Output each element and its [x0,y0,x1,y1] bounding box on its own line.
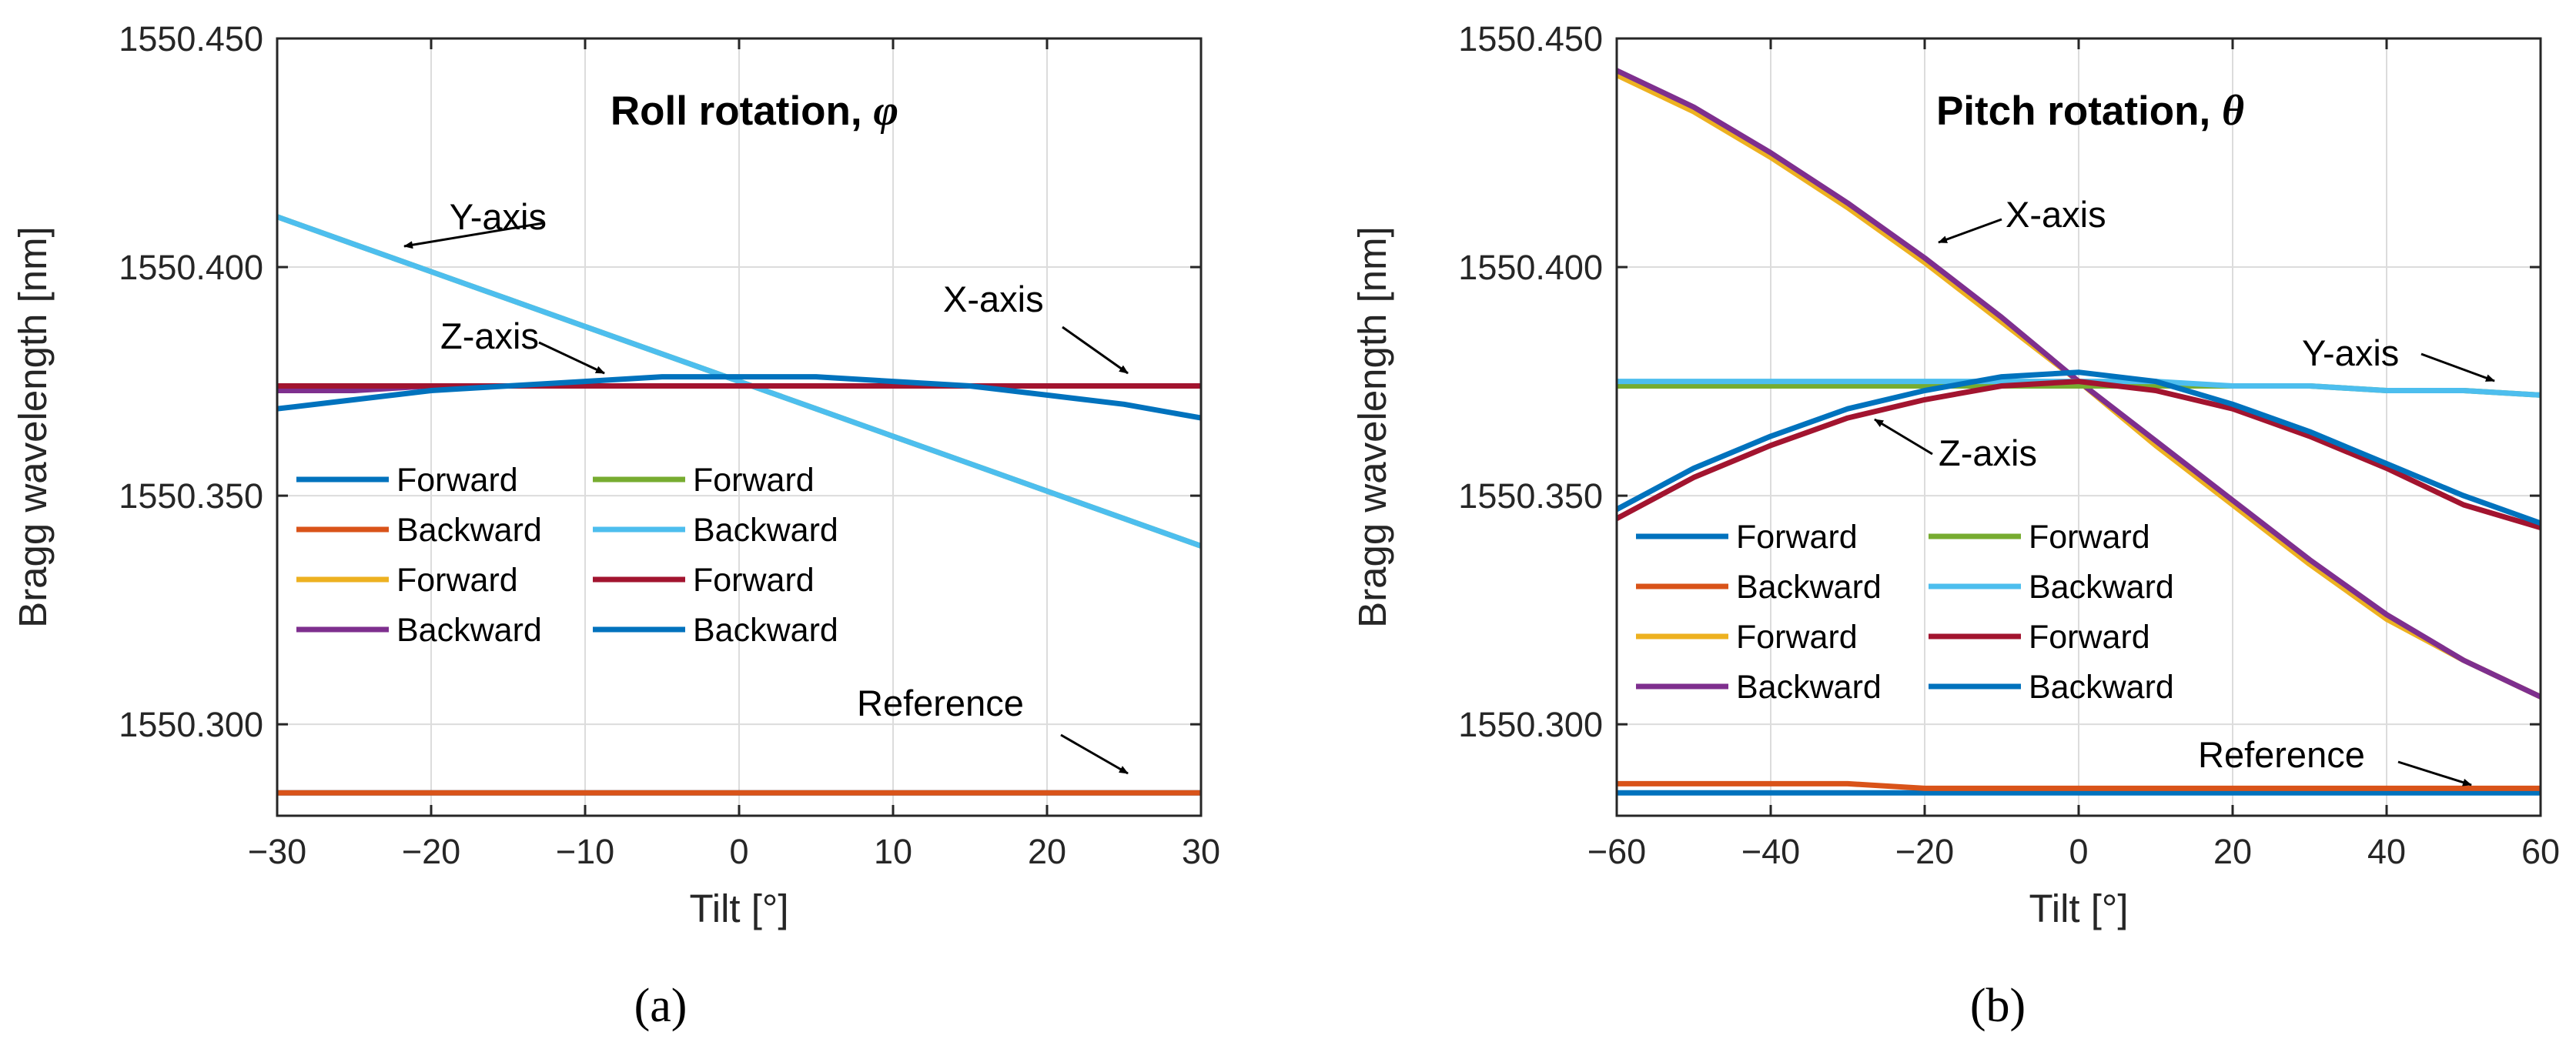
legend-entry: Forward [1736,619,1858,656]
legend: Forward Backward Forward Backward Forward Bac… [296,462,838,649]
chart-title: Pitch rotation, θ [1936,87,2244,135]
annotation-arrow [1938,218,2002,244]
annotation-y-axis: Y-axis [2302,332,2399,373]
chart-title: Roll rotation, φ [611,87,898,135]
y-tick-label: 1550.450 [119,19,263,58]
annotation-arrow [1062,326,1129,375]
series-line-6 [277,214,1201,549]
x-tick-label: −60 [1587,832,1646,871]
panel-label-a: (a) [634,980,687,1032]
series-line-8 [1617,369,2541,526]
legend-entry: Backward [693,612,838,649]
chart-panel-a: −30 −20 −10 0 10 20 30 1550.300 1550.350 1550.400… [11,19,1220,930]
y-tick-label: 1550.300 [119,705,263,744]
x-tick-label: 30 [1182,832,1220,871]
annotation-reference: Reference [2198,734,2365,775]
legend-entry: Forward [693,462,815,499]
x-tick-label: 40 [2367,832,2406,871]
x-tick-label: 20 [2213,832,2252,871]
x-tick-label: 20 [1028,832,1066,871]
annotation-arrow [2420,352,2495,382]
y-tick-label: 1550.300 [1458,705,1603,744]
x-axis-label: Tilt [°] [2029,887,2129,930]
annotation-arrow [1060,733,1129,775]
legend-entry: Backward [396,512,542,549]
annotation-arrow [538,341,605,375]
series-line-8 [277,374,1201,421]
legend-entry: Forward [396,462,518,499]
annotation-z-axis: Z-axis [440,316,539,356]
y-axis-label: Bragg wavelength [nm] [11,226,55,628]
x-axis-label: Tilt [°] [690,887,789,930]
annotation-reference: Reference [857,683,1024,723]
series-line-2 [1617,780,2541,791]
y-tick-label: 1550.450 [1458,19,1603,58]
annotation-arrow [403,222,544,249]
series-group [1617,68,2541,796]
legend-entry: Forward [396,562,518,599]
annotation-z-axis: Z-axis [1939,432,2037,473]
panel-label-b: (b) [1970,980,2026,1032]
annotation-x-axis: X-axis [2006,194,2106,235]
legend-entry: Backward [2029,669,2174,706]
x-tick-label: −10 [556,832,614,871]
x-tick-label: 10 [874,832,912,871]
legend: Forward Backward Forward Backward Forward Bac… [1636,519,2174,706]
x-tick-label: −30 [248,832,306,871]
legend-entry: Forward [2029,519,2150,556]
y-axis-label: Bragg wavelength [nm] [1350,226,1394,628]
x-tick-label: −20 [402,832,460,871]
legend-entry: Backward [1736,669,1882,706]
legend-entry: Backward [1736,569,1882,606]
x-tick-label: −40 [1741,832,1800,871]
legend-entry: Backward [2029,569,2174,606]
annotation-arrow [2397,760,2472,786]
x-tick-label: 0 [729,832,748,871]
x-tick-label: −20 [1895,832,1954,871]
x-tick-label: 60 [2521,832,2560,871]
annotation-x-axis: X-axis [943,279,1044,319]
series-line-7 [1617,379,2541,531]
y-tick-label: 1550.350 [119,476,263,516]
legend-entry: Forward [693,562,815,599]
legend-entry: Backward [693,512,838,549]
y-tick-label: 1550.400 [119,248,263,287]
legend-entry: Forward [1736,519,1858,556]
annotation-arrow [1874,418,1933,456]
legend-entry: Forward [2029,619,2150,656]
series-group [277,214,1201,796]
y-tick-label: 1550.400 [1458,248,1603,287]
x-tick-label: 0 [2069,832,2088,871]
chart-panel-b: −60 −40 −20 0 20 40 60 1550.300 1550.350 1550.400… [1350,19,2560,930]
y-tick-label: 1550.350 [1458,476,1603,516]
legend-entry: Backward [396,612,542,649]
